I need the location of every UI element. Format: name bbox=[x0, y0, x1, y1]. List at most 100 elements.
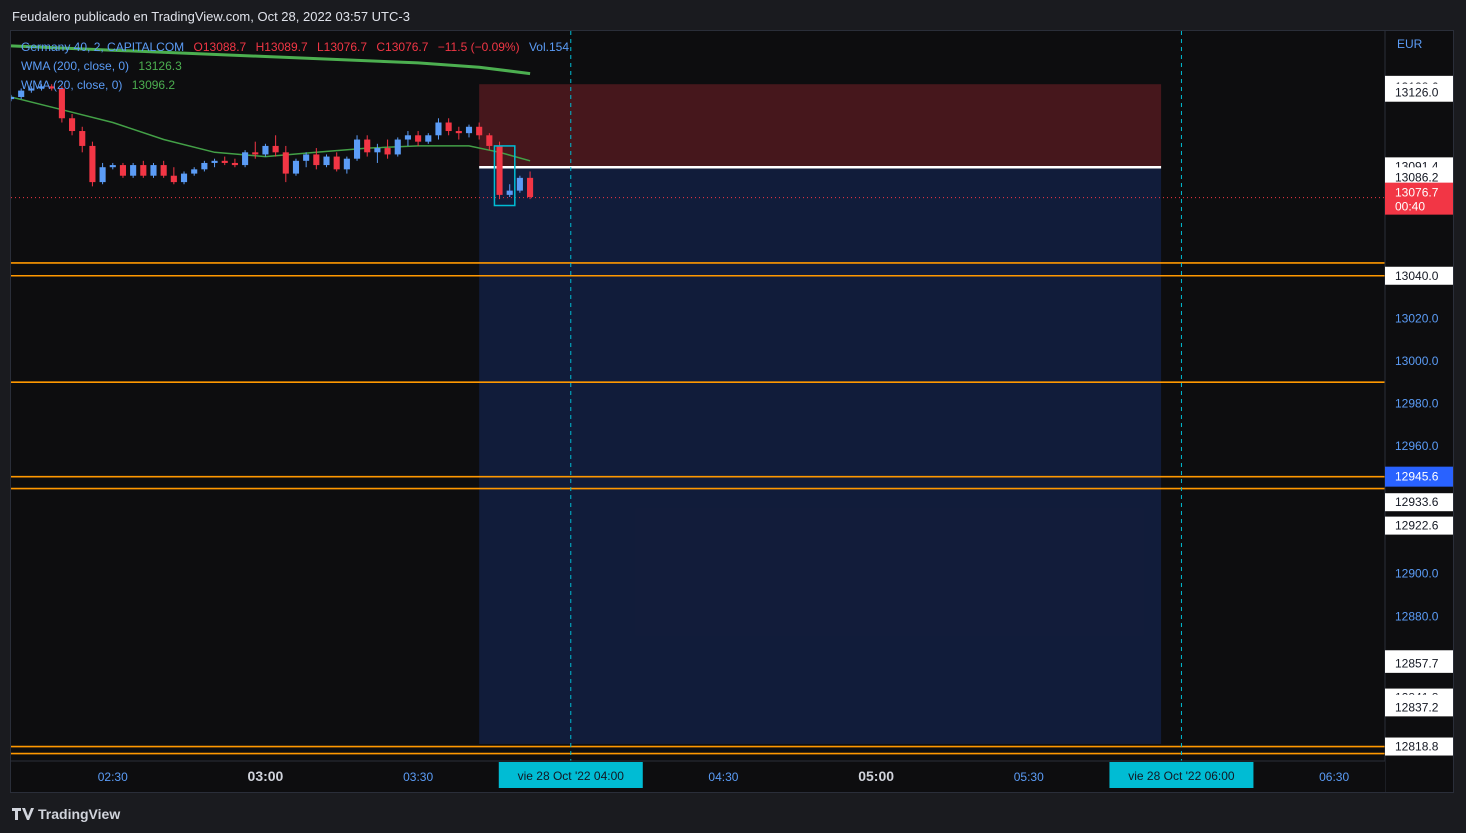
price-label-box bbox=[1385, 654, 1453, 673]
cursor-time-label: vie 28 Oct '22 04:00 bbox=[518, 769, 625, 783]
last-price-countdown: 00:40 bbox=[1395, 200, 1425, 214]
y-tick-label: 12900.0 bbox=[1395, 567, 1439, 581]
y-tick-label: 13000.0 bbox=[1395, 354, 1439, 368]
candle-body bbox=[180, 173, 188, 183]
stop-loss-zone bbox=[479, 84, 1162, 168]
price-label: 12933.6 bbox=[1395, 495, 1439, 509]
candle-body bbox=[262, 145, 269, 155]
ohlc-high: H13089.7 bbox=[255, 40, 308, 54]
tradingview-logo[interactable]: TradingView bbox=[12, 806, 120, 822]
price-label: 12922.6 bbox=[1395, 519, 1439, 533]
candle-body bbox=[201, 162, 208, 170]
candle-body bbox=[18, 90, 25, 97]
x-tick-label: 03:00 bbox=[248, 768, 284, 784]
candle-body bbox=[384, 148, 391, 155]
price-scale bbox=[1385, 31, 1453, 792]
last-price-value: 13076.7 bbox=[1395, 186, 1439, 200]
candle-body bbox=[303, 154, 310, 161]
candle-body bbox=[221, 160, 228, 163]
y-tick-label: 12880.0 bbox=[1395, 609, 1439, 623]
price-label-box bbox=[1385, 516, 1453, 535]
candle-body bbox=[252, 152, 259, 155]
candle-body bbox=[353, 139, 361, 159]
candle-body bbox=[374, 148, 381, 153]
take-profit-zone bbox=[479, 167, 1162, 744]
candle-body bbox=[99, 167, 106, 183]
chart-panel[interactable]: EUR 13020.0 13000.0 12980.0 12960.0 12900.0 12… bbox=[10, 30, 1454, 793]
candle-body bbox=[476, 126, 483, 136]
candle-body bbox=[109, 165, 116, 168]
wma20-value: 13096.2 bbox=[131, 78, 176, 92]
price-label: 13040.0 bbox=[1395, 269, 1439, 283]
chart-canvas[interactable]: EUR 13020.0 13000.0 12980.0 12960.0 12900.0 12… bbox=[11, 31, 1454, 793]
price-label-box bbox=[1385, 168, 1453, 187]
candle-body bbox=[11, 96, 15, 100]
candle-body bbox=[425, 135, 432, 142]
candle-body bbox=[69, 118, 76, 132]
ohlc-low: L13076.7 bbox=[316, 40, 368, 54]
candle-body bbox=[130, 165, 137, 176]
candle-body bbox=[486, 135, 493, 146]
candle-body bbox=[140, 165, 147, 176]
candle-body bbox=[160, 165, 167, 176]
symbol-name: Germany 40, 2, CAPITALCOM bbox=[21, 40, 185, 54]
publish-header: Feudalero publicado en TradingView.com, … bbox=[0, 0, 1466, 30]
candle-body bbox=[38, 86, 45, 89]
price-label-box bbox=[1385, 698, 1453, 717]
price-label: 13086.2 bbox=[1395, 170, 1439, 184]
candle-body bbox=[455, 131, 462, 134]
price-label-box bbox=[1385, 493, 1453, 512]
price-label-box bbox=[1385, 83, 1453, 102]
wma200-line bbox=[11, 44, 531, 76]
price-label: 12837.2 bbox=[1395, 700, 1439, 714]
wma20-label: WMA (20, close, 0) bbox=[21, 78, 123, 92]
cursor-time-box bbox=[1109, 762, 1254, 788]
candle-body bbox=[496, 145, 503, 195]
footer: TradingView bbox=[0, 793, 1466, 833]
highlight-price-box bbox=[1385, 466, 1453, 487]
wma200-legend[interactable]: WMA (200, close, 0) 13126.3 bbox=[21, 59, 188, 73]
x-tick-label: 06:30 bbox=[1319, 770, 1349, 784]
y-tick-label: 12960.0 bbox=[1395, 439, 1439, 453]
highlight-price-label: 12945.6 bbox=[1395, 470, 1439, 484]
candle-body bbox=[527, 177, 534, 198]
candle-body bbox=[48, 86, 55, 89]
candle-body bbox=[516, 177, 523, 191]
selection-box bbox=[493, 145, 516, 207]
x-tick-label: 04:30 bbox=[708, 770, 738, 784]
candle-body bbox=[231, 162, 238, 166]
price-label-box bbox=[1385, 737, 1453, 756]
candle-body bbox=[211, 160, 218, 163]
published-by-text: Feudalero publicado en TradingView.com, … bbox=[12, 9, 410, 24]
candle-body bbox=[435, 122, 442, 136]
wma20-legend[interactable]: WMA (20, close, 0) 13096.2 bbox=[21, 78, 181, 92]
volume-value: Vol.154 bbox=[528, 40, 569, 54]
candle-body bbox=[364, 139, 371, 153]
x-tick-label: 02:30 bbox=[98, 770, 128, 784]
candle-body bbox=[313, 154, 320, 166]
price-label-box bbox=[1385, 266, 1453, 285]
candle-body bbox=[323, 156, 330, 166]
candle-body bbox=[79, 131, 86, 146]
cursor-time-label: vie 28 Oct '22 06:00 bbox=[1128, 769, 1235, 783]
x-tick-label: 05:00 bbox=[858, 768, 894, 784]
candle-body bbox=[415, 135, 422, 142]
candle-body bbox=[506, 190, 513, 195]
wma200-label: WMA (200, close, 0) bbox=[21, 59, 130, 73]
wma200-value: 13126.3 bbox=[138, 59, 182, 73]
x-tick-label: 05:30 bbox=[1014, 770, 1044, 784]
candle-body bbox=[191, 169, 198, 174]
candle-body bbox=[150, 165, 157, 176]
last-price-box bbox=[1385, 182, 1453, 215]
brand-name: TradingView bbox=[38, 806, 121, 822]
ohlc-change: −11.5 (−0.09%) bbox=[437, 40, 520, 54]
wma20-line bbox=[11, 96, 531, 162]
y-tick-label: 12980.0 bbox=[1395, 396, 1439, 410]
ohlc-close: C13076.7 bbox=[376, 40, 429, 54]
candle-body bbox=[404, 135, 411, 140]
candle-body bbox=[58, 88, 65, 119]
candle-body bbox=[272, 145, 279, 153]
currency-label: EUR bbox=[1397, 37, 1423, 51]
price-label: 12857.7 bbox=[1395, 657, 1439, 671]
candle-body bbox=[343, 158, 350, 170]
